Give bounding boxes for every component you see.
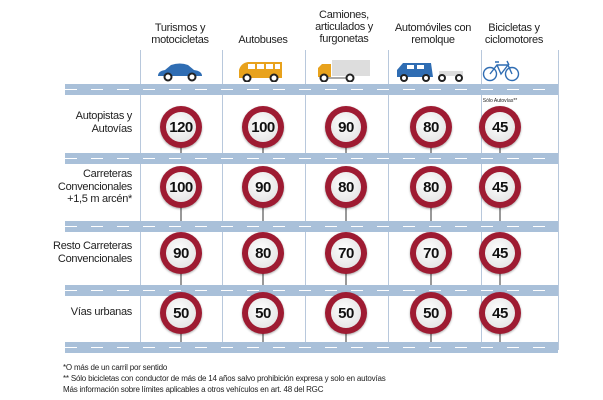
road-divider: [65, 285, 558, 296]
speed-limit-value: 70: [416, 238, 446, 268]
speed-limit-value: 90: [166, 238, 196, 268]
column-divider: [222, 50, 223, 350]
speed-limit-sign: 90: [325, 106, 367, 148]
sign-post: [180, 196, 182, 221]
row-label: Carreteras Convencionales +1,5 m arcén*: [57, 168, 132, 205]
speed-limit-value: 80: [248, 238, 278, 268]
footnote: Más información sobre límites aplicables…: [63, 385, 324, 394]
sign-post: [430, 196, 432, 221]
column-divider: [140, 50, 141, 350]
speed-limit-value: 120: [166, 112, 196, 142]
speed-limit-value: 50: [331, 298, 361, 328]
sign-post: [345, 196, 347, 221]
speed-limit-value: 70: [331, 238, 361, 268]
speed-limit-sign: 45: [479, 106, 521, 148]
speed-limit-sign: 80: [410, 106, 452, 148]
speed-limit-value: 45: [485, 238, 515, 268]
speed-limit-value: 80: [331, 172, 361, 202]
speed-limit-sign: 80: [410, 166, 452, 208]
speed-limit-value: 80: [416, 172, 446, 202]
column-header: Turismos y motocicletas: [151, 22, 209, 46]
footnote: ** Sólo bicicletas con conductor de más …: [63, 374, 386, 383]
bike-note: Sólo Autovías**: [482, 98, 518, 104]
column-divider: [388, 50, 389, 350]
speed-limit-value: 45: [485, 298, 515, 328]
speed-limit-sign: 80: [325, 166, 367, 208]
speed-limit-sign: 70: [325, 232, 367, 274]
speed-limit-value: 100: [166, 172, 196, 202]
speed-limit-sign: 90: [242, 166, 284, 208]
column-header: Autobuses: [238, 34, 288, 46]
speed-limit-sign: 70: [410, 232, 452, 274]
speed-limit-sign: 50: [325, 292, 367, 334]
speed-limit-value: 50: [166, 298, 196, 328]
column-header: Automóviles con remolque: [394, 22, 472, 46]
speed-limit-sign: 80: [242, 232, 284, 274]
column-divider: [558, 50, 559, 350]
speed-limit-value: 80: [416, 112, 446, 142]
road-divider: [65, 84, 558, 95]
row-label: Autopistas y Autovías: [75, 110, 133, 135]
speed-limit-sign: 45: [479, 232, 521, 274]
speed-limit-value: 45: [485, 172, 515, 202]
road-divider: [65, 221, 558, 232]
column-header: Camiones, articulados y furgonetas: [315, 9, 373, 45]
footnote: *O más de un carril por sentido: [63, 363, 168, 372]
truck-icon: [318, 60, 370, 82]
speed-limit-sign: 100: [160, 166, 202, 208]
column-divider: [481, 50, 482, 350]
speed-limit-sign: 100: [242, 106, 284, 148]
bicycle-icon: [482, 60, 520, 82]
speed-limit-value: 90: [331, 112, 361, 142]
car-trailer-icon: [397, 63, 463, 82]
speed-limit-sign: 45: [479, 292, 521, 334]
speed-limit-sign: 120: [160, 106, 202, 148]
sign-post: [499, 196, 501, 221]
road-divider: [65, 342, 558, 353]
speed-limit-sign: 50: [242, 292, 284, 334]
speed-limit-sign: 90: [160, 232, 202, 274]
bus-icon: [239, 62, 282, 82]
speed-limit-value: 45: [485, 112, 515, 142]
column-divider: [305, 50, 306, 350]
row-label: Resto Carreteras Convencionales: [53, 240, 132, 265]
speed-limit-value: 50: [248, 298, 278, 328]
speed-limit-value: 50: [416, 298, 446, 328]
column-header: Bicicletas y ciclomotores: [484, 22, 544, 46]
car-icon: [158, 63, 202, 82]
sign-post: [262, 196, 264, 221]
speed-limit-sign: 45: [479, 166, 521, 208]
row-label: Vías urbanas: [70, 306, 133, 318]
speed-limit-sign: 50: [160, 292, 202, 334]
speed-limit-value: 90: [248, 172, 278, 202]
road-divider: [65, 153, 558, 164]
speed-limit-value: 100: [248, 112, 278, 142]
speed-limit-sign: 50: [410, 292, 452, 334]
